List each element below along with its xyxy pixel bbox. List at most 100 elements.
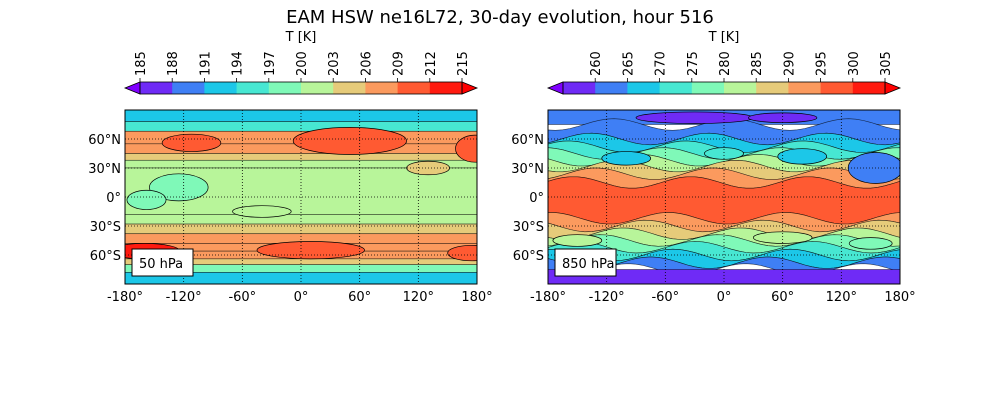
colorbar-tick-label: 200 bbox=[295, 51, 310, 76]
colorbar-segment bbox=[301, 82, 334, 94]
colorbar: 185 188 191 194 197 200 203 206 209 212 215 T [K] bbox=[123, 30, 479, 95]
x-tick-label: 60° bbox=[771, 290, 794, 305]
colorbar-segment bbox=[788, 82, 822, 94]
y-tick-label: 60°S bbox=[90, 249, 121, 264]
y-tick-label: 30°N bbox=[511, 162, 544, 177]
colorbar-segment bbox=[140, 82, 173, 94]
temperature-band bbox=[125, 223, 477, 235]
colorbar-segment bbox=[724, 82, 757, 94]
x-tick-label: -60° bbox=[228, 290, 256, 305]
plot-frame bbox=[547, 109, 901, 285]
colorbar-segment bbox=[172, 82, 205, 94]
colorbar-tick-label: 260 bbox=[589, 51, 604, 76]
colorbar-segment bbox=[563, 82, 596, 94]
pressure-level-text: 850 hPa bbox=[562, 257, 614, 272]
colorbar-extend-low bbox=[546, 81, 564, 95]
colorbar-tick-label: 280 bbox=[718, 51, 733, 76]
colorbar: 260 265 270 275 280 285 290 295 300 305 T [K] bbox=[546, 30, 902, 95]
colorbar-tick-label: 305 bbox=[879, 51, 894, 76]
temperature-anomaly bbox=[126, 189, 167, 210]
x-tick-label: 180° bbox=[461, 290, 492, 305]
x-tick-label: -60° bbox=[651, 290, 679, 305]
y-tick-label: 30°S bbox=[513, 220, 544, 235]
temperature-anomaly bbox=[552, 234, 603, 247]
x-tick-label: 120° bbox=[826, 290, 857, 305]
x-tick-label: -120° bbox=[589, 290, 625, 305]
colorbar-segment bbox=[659, 82, 693, 94]
colorbar-tick-label: 300 bbox=[847, 51, 862, 76]
temperature-anomaly bbox=[232, 205, 292, 218]
y-tick-label: 0° bbox=[529, 191, 544, 206]
temperature-anomaly bbox=[149, 173, 209, 202]
temperature-anomaly bbox=[777, 148, 828, 165]
colorbar-tick-label: 290 bbox=[782, 51, 797, 76]
x-tick-label: 0° bbox=[717, 290, 732, 305]
temperature-anomaly bbox=[704, 147, 744, 160]
y-tick-label: 0° bbox=[106, 191, 121, 206]
y-tick-label: 60°N bbox=[88, 133, 121, 148]
temperature-anomaly bbox=[292, 127, 407, 155]
colorbar-tick-label: 212 bbox=[424, 51, 439, 76]
colorbar-segment bbox=[852, 82, 886, 94]
temperature-anomaly bbox=[748, 112, 818, 123]
x-tick-label: 0° bbox=[294, 290, 309, 305]
colorbar-segment bbox=[236, 82, 270, 94]
colorbar-tick-label: 265 bbox=[621, 51, 636, 76]
colorbar-tick-label: 188 bbox=[166, 51, 181, 76]
y-tick-label: 30°S bbox=[90, 220, 121, 235]
colorbar-segment bbox=[691, 82, 725, 94]
colorbar-segment bbox=[268, 82, 302, 94]
temperature-band bbox=[125, 153, 477, 161]
temperature-band bbox=[125, 121, 477, 132]
temperature-anomaly bbox=[256, 241, 365, 260]
colorbar-tick-label: 185 bbox=[134, 51, 149, 76]
temperature-anomaly bbox=[848, 237, 893, 250]
colorbar-segment bbox=[627, 82, 661, 94]
colorbar-segment bbox=[397, 82, 431, 94]
colorbar-segment bbox=[204, 82, 238, 94]
colorbar-segment bbox=[333, 82, 366, 94]
colorbar-extend-high bbox=[884, 81, 902, 95]
plot-frame bbox=[124, 109, 478, 285]
pressure-level-label: 850 hPa bbox=[554, 248, 617, 277]
colorbar-tick-label: 275 bbox=[686, 51, 701, 76]
y-tick-label: 60°S bbox=[513, 249, 544, 264]
colorbar-extend-high bbox=[461, 81, 479, 95]
colorbar-segment bbox=[365, 82, 399, 94]
colorbar-segment bbox=[429, 82, 463, 94]
temperature-anomaly bbox=[161, 133, 222, 152]
colorbar-tick-label: 203 bbox=[327, 51, 342, 76]
x-tick-label: 60° bbox=[348, 290, 371, 305]
colorbar-tick-label: 197 bbox=[263, 51, 278, 76]
pressure-level-label: 50 hPa bbox=[131, 248, 194, 277]
temperature-anomaly bbox=[635, 111, 754, 124]
colorbar-extend-low bbox=[123, 81, 141, 95]
x-tick-label: -120° bbox=[166, 290, 202, 305]
colorbar-tick-label: 285 bbox=[750, 51, 765, 76]
colorbar-tick-label: 206 bbox=[359, 51, 374, 76]
temperature-anomaly bbox=[601, 151, 652, 166]
x-tick-label: -180° bbox=[107, 290, 143, 305]
colorbar-segment bbox=[820, 82, 854, 94]
x-tick-label: 120° bbox=[403, 290, 434, 305]
panel-850hpa: -180° -120° -60° 0° 60° 120° 180° 60°N 30°N 0° 30°… bbox=[511, 30, 915, 305]
colorbar-segment bbox=[756, 82, 789, 94]
x-tick-label: -180° bbox=[530, 290, 566, 305]
colorbar-tick-label: 194 bbox=[231, 51, 246, 76]
pressure-level-text: 50 hPa bbox=[139, 257, 183, 272]
colorbar-tick-label: 191 bbox=[198, 51, 213, 76]
x-tick-label: 180° bbox=[884, 290, 915, 305]
colorbar-tick-label: 295 bbox=[815, 51, 830, 76]
figure-title: EAM HSW ne16L72, 30-day evolution, hour … bbox=[286, 7, 714, 28]
colorbar-tick-label: 270 bbox=[654, 51, 669, 76]
y-tick-label: 60°N bbox=[511, 133, 544, 148]
temperature-anomaly bbox=[752, 231, 813, 244]
colorbar-label: T [K] bbox=[285, 30, 317, 45]
panel-50hpa: -180° -120° -60° 0° 60° 120° 180° 60°N 30°N 0° 30°… bbox=[88, 30, 492, 305]
y-tick-label: 30°N bbox=[88, 162, 121, 177]
colorbar-segment bbox=[595, 82, 628, 94]
temperature-anomaly bbox=[455, 134, 477, 163]
temperature-anomaly bbox=[447, 244, 477, 262]
colorbar-tick-label: 209 bbox=[392, 51, 407, 76]
